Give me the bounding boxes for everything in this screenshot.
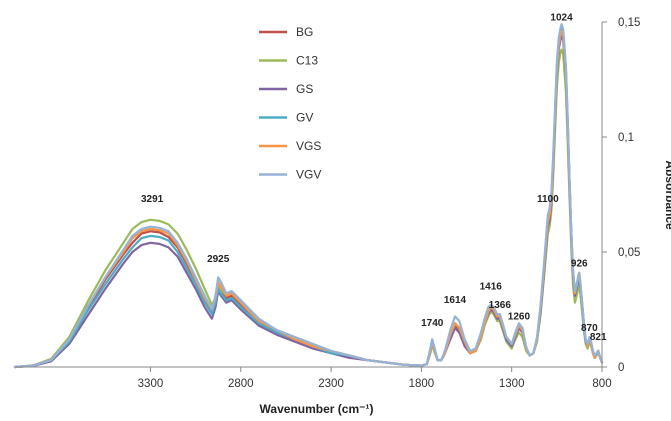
y-tick-label: 0,05 (618, 247, 640, 259)
peak-label: 2925 (207, 254, 230, 265)
peak-label: 821 (590, 332, 607, 343)
legend-label: VGS (296, 139, 321, 153)
legend-label: GS (296, 82, 313, 96)
x-tick-label: 2300 (318, 378, 344, 390)
x-axis-ticks: 3300 2800 2300 1800 1300 800 (138, 367, 612, 390)
x-axis-title: Wavenumber (cm⁻¹) (260, 402, 374, 416)
peak-label: 926 (571, 258, 588, 269)
peak-label: 1416 (480, 281, 503, 292)
series-line-vgv (13, 23, 604, 369)
y-axis-title: Absorbance (663, 160, 671, 230)
y-tick-label: 0,15 (618, 17, 640, 29)
peak-label: 870 (581, 323, 598, 334)
peak-label: 1024 (550, 12, 573, 23)
x-tick-label: 800 (592, 378, 611, 390)
x-tick-label: 1300 (499, 378, 525, 390)
legend-label: BG (296, 25, 313, 39)
series-layer (13, 23, 604, 369)
peak-label: 3291 (141, 194, 164, 205)
legend-label: C13 (296, 54, 318, 68)
peak-label: 1614 (444, 295, 467, 306)
peak-label: 1100 (537, 194, 559, 205)
legend: BG C13 GS GV VGS VGV (259, 25, 321, 182)
legend-label: GV (296, 111, 313, 125)
y-tick-label: 0,1 (618, 132, 634, 144)
peak-label: 1366 (489, 300, 512, 311)
y-tick-label: 0 (618, 362, 624, 374)
peak-label: 1740 (421, 318, 444, 329)
peak-label: 1260 (508, 311, 531, 322)
y-axis-ticks: 0 0,05 0,1 0,15 (602, 17, 640, 374)
x-tick-label: 2800 (228, 378, 254, 390)
legend-label: VGV (296, 168, 321, 182)
x-tick-label: 1800 (409, 378, 435, 390)
x-tick-label: 3300 (138, 378, 164, 390)
